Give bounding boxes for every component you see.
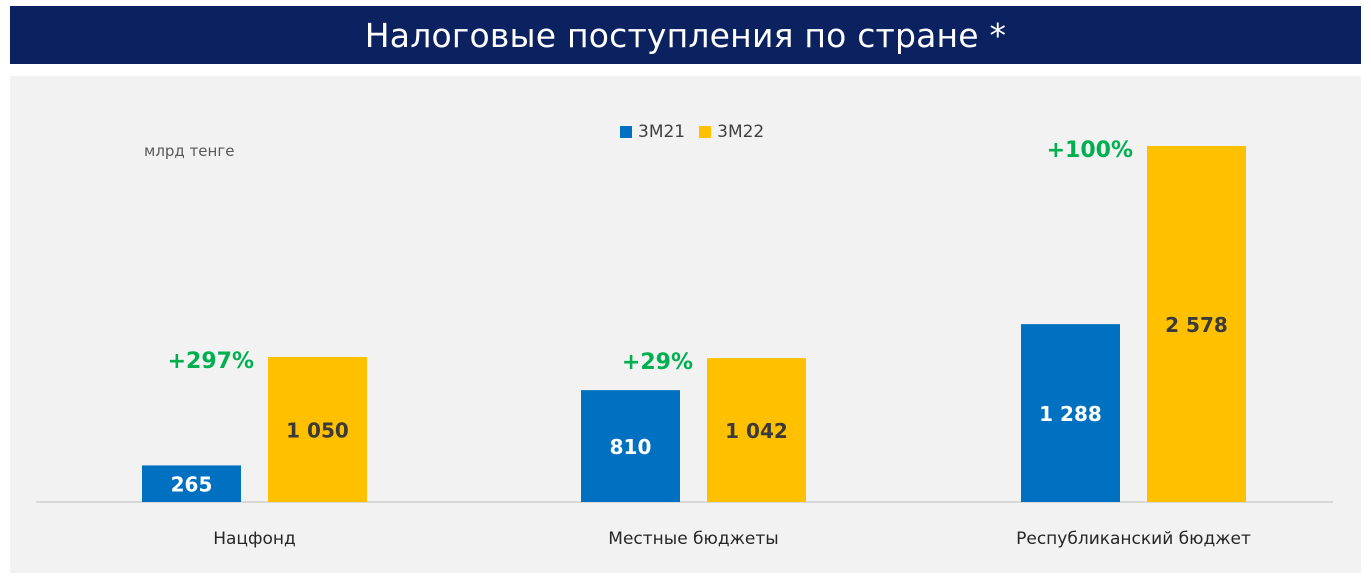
data-label-3m21-2: 1 288	[1039, 402, 1102, 426]
legend-item-3m22: 3М22	[699, 122, 764, 142]
legend-swatch-3m22	[699, 126, 712, 138]
legend-label-3m21: 3М21	[638, 122, 686, 142]
growth-label-0: +297%	[168, 349, 254, 374]
legend: 3М21 3М22	[620, 122, 764, 142]
data-label-3m22-1: 1 042	[725, 419, 788, 443]
legend-label-3m22: 3М22	[717, 122, 765, 142]
page-title: Налоговые поступления по стране *	[364, 15, 1007, 55]
data-label-3m21-0: 265	[171, 473, 213, 497]
legend-item-3m21: 3М21	[620, 122, 685, 142]
category-label-2: Республиканский бюджет	[1016, 529, 1251, 549]
bar-3m22-1	[707, 358, 806, 502]
growth-label-1: +29%	[622, 350, 693, 375]
category-label-1: Местные бюджеты	[608, 529, 778, 549]
bar-3m21-1	[581, 390, 680, 502]
category-label-0: Нацфонд	[213, 529, 296, 549]
title-bar: Налоговые поступления по стране *	[10, 6, 1361, 64]
bar-3m21-0	[142, 465, 241, 502]
bar-3m21-2	[1021, 324, 1120, 502]
data-label-3m22-2: 2 578	[1165, 313, 1228, 337]
data-label-3m22-0: 1 050	[286, 419, 349, 443]
unit-label: млрд тенге	[144, 142, 235, 160]
bar-3m22-2	[1147, 146, 1246, 502]
legend-swatch-3m21	[620, 126, 632, 138]
growth-label-2: +100%	[1047, 138, 1133, 163]
data-label-3m21-1: 810	[610, 435, 652, 459]
bar-3m22-0	[268, 357, 367, 502]
